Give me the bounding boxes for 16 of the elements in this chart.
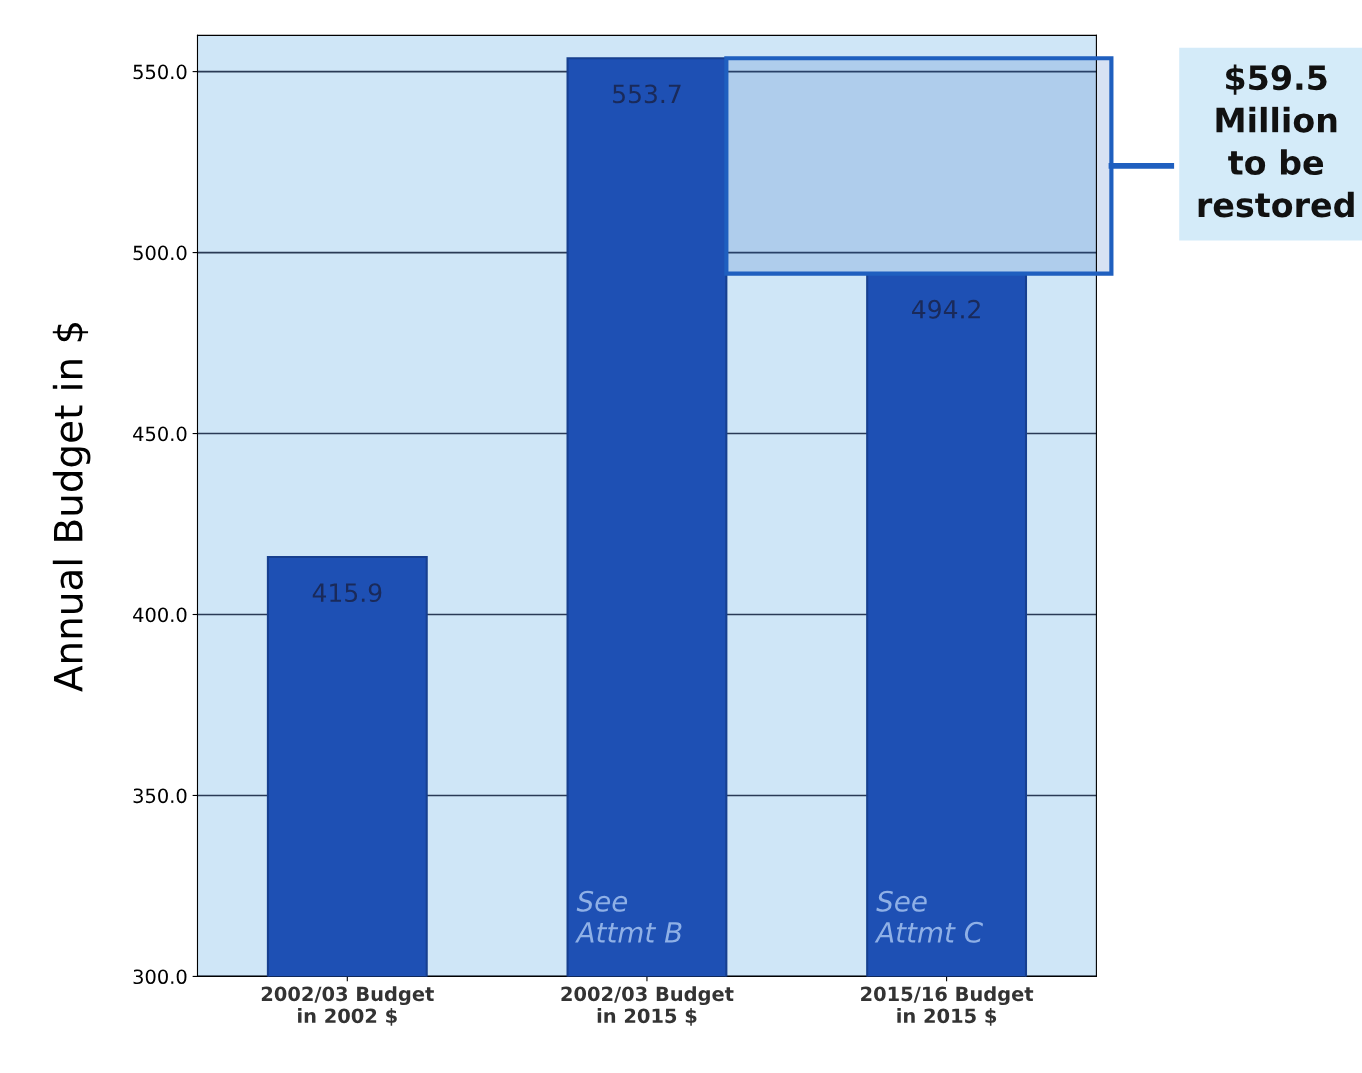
y-tick-label: 300.0	[133, 969, 187, 985]
data-label: 415.9	[312, 583, 382, 603]
y-axis-title: Annual Budget in $	[52, 322, 91, 692]
x-tick-label: 2015/16 Budget in 2015 $	[861, 986, 1034, 1026]
x-tick-label: 2002/03 Budget in 2015 $	[561, 986, 734, 1026]
y-tick-label: 450.0	[133, 426, 187, 442]
data-label: 494.2	[912, 299, 980, 319]
y-tick-label: 550.0	[133, 64, 187, 80]
annotation: See Attmt C	[874, 890, 984, 943]
x-tick-label: 2002/03 Budget in 2002 $	[261, 986, 434, 1026]
y-tick-label: 500.0	[133, 245, 187, 261]
data-label: 553.7	[613, 84, 681, 104]
band-label: $59.5 Million to be restored	[1198, 64, 1354, 218]
y-tick-label: 400.0	[133, 607, 187, 623]
y-tick-label: 350.0	[133, 788, 187, 804]
annotation: See Attmt B	[575, 890, 682, 943]
